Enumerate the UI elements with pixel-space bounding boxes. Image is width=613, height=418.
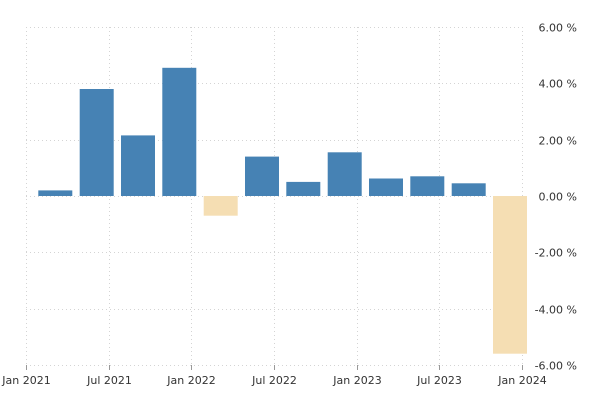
bar-q1-2021[interactable] — [38, 190, 73, 196]
bar-q4-2022[interactable] — [327, 152, 362, 196]
bar-q2-2023[interactable] — [410, 176, 445, 196]
x-tick-label: Jul 2022 — [251, 374, 297, 387]
bar-q3-2023[interactable] — [451, 183, 486, 196]
bar-q2-2021[interactable] — [79, 89, 114, 196]
bar-q1-2022[interactable] — [203, 196, 238, 216]
bar-q4-2023[interactable] — [493, 196, 527, 354]
y-tick-label: -2.00 % — [535, 247, 577, 260]
x-tick-label: Jul 2021 — [86, 374, 132, 387]
x-tick-label: Jan 2024 — [497, 374, 546, 387]
bars — [38, 67, 527, 354]
y-tick-label: 6.00 % — [539, 22, 577, 35]
y-tick-label: -4.00 % — [535, 304, 577, 317]
y-tick-label: 4.00 % — [539, 78, 577, 91]
bar-q1-2023[interactable] — [369, 178, 403, 197]
bar-q4-2021[interactable] — [162, 67, 197, 196]
bar-q3-2022[interactable] — [286, 181, 321, 196]
x-tick-label: Jul 2023 — [416, 374, 462, 387]
y-tick-label: 0.00 % — [539, 191, 577, 204]
y-tick-label: -6.00 % — [535, 360, 577, 373]
x-tick-label: Jan 2023 — [332, 374, 381, 387]
x-tick-label: Jan 2021 — [1, 374, 50, 387]
y-axis-labels: 6.00 % 4.00 % 2.00 % 0.00 % -2.00 % -4.00 % -6… — [535, 22, 577, 373]
x-axis-labels: Jan 2021 Jul 2021 Jan 2022 Jul 2022 Jan 2023… — [1, 374, 546, 387]
x-tick-label: Jan 2022 — [166, 374, 215, 387]
bar-q2-2022[interactable] — [245, 156, 279, 196]
bar-q3-2021[interactable] — [121, 135, 155, 196]
grid-lines — [26, 27, 523, 370]
y-tick-label: 2.00 % — [539, 135, 577, 148]
